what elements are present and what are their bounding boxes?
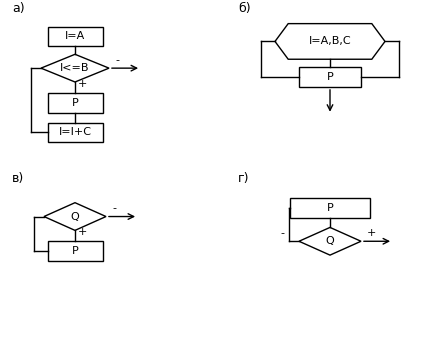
FancyBboxPatch shape	[290, 198, 370, 218]
Text: -: -	[112, 204, 116, 214]
Polygon shape	[275, 24, 385, 59]
FancyBboxPatch shape	[299, 67, 361, 87]
Text: I<=B: I<=B	[60, 63, 90, 73]
Text: г): г)	[238, 172, 249, 185]
Text: Q: Q	[325, 236, 334, 246]
Text: P: P	[327, 203, 333, 213]
Text: P: P	[72, 98, 78, 108]
Text: -: -	[115, 55, 119, 65]
Text: P: P	[72, 246, 78, 256]
Text: +: +	[78, 79, 87, 89]
Polygon shape	[44, 203, 106, 231]
Text: I=A: I=A	[65, 32, 85, 42]
Text: P: P	[327, 72, 333, 82]
Text: Q: Q	[71, 212, 80, 222]
Text: I=I+C: I=I+C	[59, 127, 92, 137]
Text: в): в)	[12, 172, 24, 185]
Text: +: +	[78, 227, 87, 237]
Text: -: -	[280, 228, 284, 238]
FancyBboxPatch shape	[47, 241, 102, 261]
Text: б): б)	[238, 2, 251, 15]
Polygon shape	[299, 227, 361, 255]
Text: I=A,B,C: I=A,B,C	[309, 37, 351, 47]
Polygon shape	[41, 54, 109, 82]
FancyBboxPatch shape	[47, 93, 102, 113]
Text: а): а)	[12, 2, 25, 15]
Text: +: +	[367, 228, 376, 238]
FancyBboxPatch shape	[47, 122, 102, 142]
FancyBboxPatch shape	[47, 26, 102, 47]
